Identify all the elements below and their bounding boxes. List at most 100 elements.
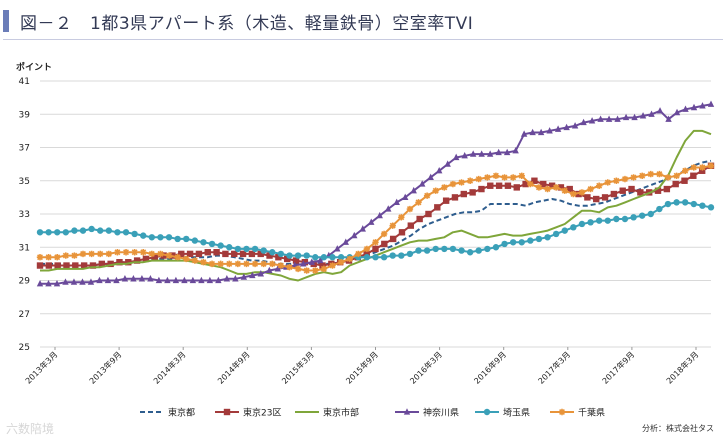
watermark: 六数陪境 bbox=[6, 422, 55, 436]
data-point-東京23区-62 bbox=[584, 194, 591, 201]
data-point-埼玉県-72 bbox=[656, 205, 663, 213]
data-point-埼玉県-61 bbox=[561, 227, 568, 234]
data-point-神奈川県-28 bbox=[274, 265, 282, 272]
data-point-埼玉県-18 bbox=[191, 237, 199, 244]
data-point-千葉県-64 bbox=[587, 185, 594, 193]
data-point-東京23区-57 bbox=[540, 180, 547, 188]
data-point-千葉県-60 bbox=[552, 184, 560, 191]
data-point-東京23区-17 bbox=[186, 250, 194, 258]
data-point-埼玉県-23 bbox=[234, 245, 242, 253]
data-point-東京23区-39 bbox=[381, 240, 388, 248]
data-point-東京23区-48 bbox=[460, 190, 467, 198]
data-point-埼玉県-66 bbox=[604, 217, 611, 224]
data-point-東京23区-68 bbox=[637, 189, 644, 196]
data-point-神奈川県-51 bbox=[469, 150, 477, 157]
data-point-埼玉県-65 bbox=[595, 217, 603, 224]
data-point-埼玉県-4 bbox=[71, 227, 78, 234]
data-point-埼玉県-28 bbox=[277, 250, 285, 258]
data-point-東京23区-18 bbox=[195, 250, 203, 258]
title-rule bbox=[3, 39, 723, 40]
data-point-埼玉県-76 bbox=[690, 200, 697, 208]
data-point-神奈川県-26 bbox=[257, 270, 265, 277]
legend-label-神奈川県: 神奈川県 bbox=[423, 407, 459, 419]
data-point-千葉県-11 bbox=[131, 249, 138, 256]
data-point-埼玉県-59 bbox=[544, 234, 551, 241]
data-point-神奈川県-74 bbox=[665, 115, 672, 122]
x-tick-label-2: 2014年3月 bbox=[151, 349, 187, 385]
data-point-千葉県-57 bbox=[527, 180, 534, 188]
data-point-東京23区-25 bbox=[257, 250, 264, 258]
data-point-神奈川県-3 bbox=[62, 278, 69, 285]
data-point-千葉県-45 bbox=[423, 192, 431, 199]
data-point-千葉県-52 bbox=[484, 174, 491, 181]
data-point-東京23区-60 bbox=[566, 185, 573, 193]
data-point-神奈川県-25 bbox=[249, 271, 256, 279]
data-point-千葉県-35 bbox=[337, 259, 345, 266]
data-point-神奈川県-61 bbox=[554, 125, 562, 132]
x-tick-label-5: 2015年9月 bbox=[344, 349, 380, 385]
data-point-埼玉県-70 bbox=[638, 212, 646, 219]
data-point-埼玉県-43 bbox=[406, 250, 414, 258]
data-point-千葉県-3 bbox=[62, 252, 70, 259]
data-point-埼玉県-40 bbox=[380, 254, 388, 261]
data-point-東京23区-4 bbox=[72, 262, 79, 269]
x-tick-label-9: 2017年9月 bbox=[600, 349, 636, 385]
data-point-東京23区-20 bbox=[213, 249, 220, 256]
data-point-神奈川県-58 bbox=[529, 128, 536, 136]
data-point-埼玉県-42 bbox=[398, 252, 405, 259]
data-point-神奈川県-57 bbox=[520, 130, 528, 137]
data-point-神奈川県-9 bbox=[113, 276, 120, 284]
data-point-千葉県-43 bbox=[406, 205, 414, 213]
data-point-東京23区-1 bbox=[45, 262, 53, 269]
data-point-東京23区-73 bbox=[681, 177, 688, 184]
page-title: 図－２ 1都3県アパート系（木造、軽量鉄骨）空室率TVI bbox=[20, 14, 474, 34]
data-point-千葉県-73 bbox=[664, 174, 672, 181]
data-point-千葉県-1 bbox=[45, 254, 52, 261]
data-point-神奈川県-17 bbox=[181, 276, 188, 284]
data-point-埼玉県-35 bbox=[337, 254, 345, 261]
data-point-埼玉県-38 bbox=[363, 254, 371, 261]
data-point-神奈川県-36 bbox=[342, 238, 349, 245]
data-point-東京23区-45 bbox=[434, 204, 441, 211]
data-point-埼玉県-52 bbox=[484, 245, 491, 253]
data-point-千葉県-74 bbox=[673, 172, 680, 179]
data-point-千葉県-6 bbox=[88, 250, 95, 258]
data-point-千葉県-36 bbox=[346, 255, 353, 263]
data-point-埼玉県-60 bbox=[552, 230, 560, 238]
data-point-東京23区-27 bbox=[275, 254, 282, 261]
data-point-埼玉県-27 bbox=[269, 249, 276, 256]
data-point-東京23区-28 bbox=[284, 255, 291, 263]
data-point-神奈川県-27 bbox=[266, 266, 273, 274]
y-tick-label-25: 25 bbox=[19, 343, 30, 353]
data-point-神奈川県-40 bbox=[376, 211, 383, 219]
data-point-千葉県-18 bbox=[191, 257, 199, 264]
data-point-東京23区-32 bbox=[319, 262, 326, 269]
data-point-千葉県-31 bbox=[303, 267, 310, 274]
data-point-千葉県-41 bbox=[389, 222, 396, 229]
data-point-埼玉県-34 bbox=[329, 254, 336, 261]
data-point-神奈川県-76 bbox=[682, 105, 689, 112]
data-point-東京23区-75 bbox=[698, 167, 706, 174]
data-point-神奈川県-71 bbox=[639, 112, 647, 119]
data-point-神奈川県-79 bbox=[707, 100, 715, 107]
data-point-東京23区-22 bbox=[231, 250, 238, 258]
data-point-埼玉県-8 bbox=[105, 227, 113, 234]
data-point-東京23区-21 bbox=[222, 250, 229, 258]
data-point-埼玉県-58 bbox=[535, 235, 543, 243]
data-point-千葉県-58 bbox=[535, 184, 543, 191]
data-point-埼玉県-45 bbox=[423, 247, 431, 254]
data-point-埼玉県-51 bbox=[475, 247, 482, 254]
data-point-千葉県-4 bbox=[71, 252, 78, 259]
data-point-神奈川県-12 bbox=[138, 275, 146, 282]
data-point-埼玉県-7 bbox=[97, 227, 104, 234]
data-point-埼玉県-78 bbox=[707, 204, 715, 211]
data-point-東京23区-67 bbox=[628, 185, 635, 193]
data-point-東京23区-19 bbox=[204, 249, 211, 256]
data-point-埼玉県-69 bbox=[630, 214, 637, 221]
legend-marker-東京23区 bbox=[223, 408, 231, 416]
data-point-神奈川県-8 bbox=[104, 276, 112, 284]
data-point-東京23区-7 bbox=[98, 260, 106, 268]
data-point-埼玉県-11 bbox=[131, 230, 138, 238]
data-point-千葉県-9 bbox=[114, 249, 121, 256]
data-point-神奈川県-10 bbox=[121, 275, 129, 282]
